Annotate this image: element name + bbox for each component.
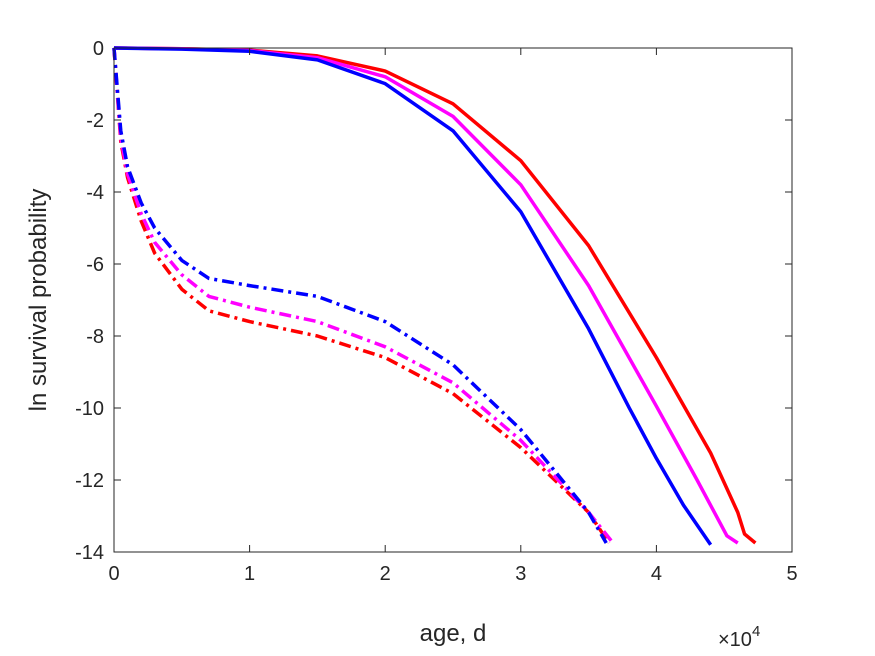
- x-exponent-power: 4: [752, 623, 760, 640]
- y-axis-label: ln survival probability: [25, 189, 52, 412]
- tick-labels-layer: 0 1 2 3 4 5 0 -2 -4 -6 -8 -10 -12 -14: [75, 38, 797, 585]
- x-exponent-base: ×10: [718, 629, 752, 651]
- series-line-5: [112, 47, 615, 545]
- x-tick-label-2: 2: [380, 563, 391, 585]
- y-tick-label-7: -14: [75, 542, 104, 564]
- x-axis-label: age, d: [420, 620, 487, 647]
- x-tick-label-1: 1: [244, 563, 255, 585]
- y-tick-label-6: -12: [75, 470, 104, 492]
- x-tick-label-5: 5: [786, 563, 797, 585]
- plot-frame: [113, 47, 793, 553]
- x-tick-label-0: 0: [108, 563, 119, 585]
- y-tick-label-1: -2: [86, 110, 104, 132]
- series-line-3: [113, 46, 713, 546]
- x-exponent-label: ×104: [718, 623, 760, 651]
- y-tick-label-2: -4: [86, 182, 104, 204]
- ticks-layer: [113, 47, 793, 553]
- y-tick-label-4: -8: [86, 326, 104, 348]
- x-tick-label-4: 4: [651, 563, 662, 585]
- y-tick-label-0: 0: [93, 38, 104, 60]
- series-line-4: [112, 47, 611, 544]
- x-tick-label-3: 3: [515, 563, 526, 585]
- y-tick-label-5: -10: [75, 398, 104, 420]
- y-tick-label-3: -6: [86, 254, 104, 276]
- series-line-6: [112, 47, 608, 544]
